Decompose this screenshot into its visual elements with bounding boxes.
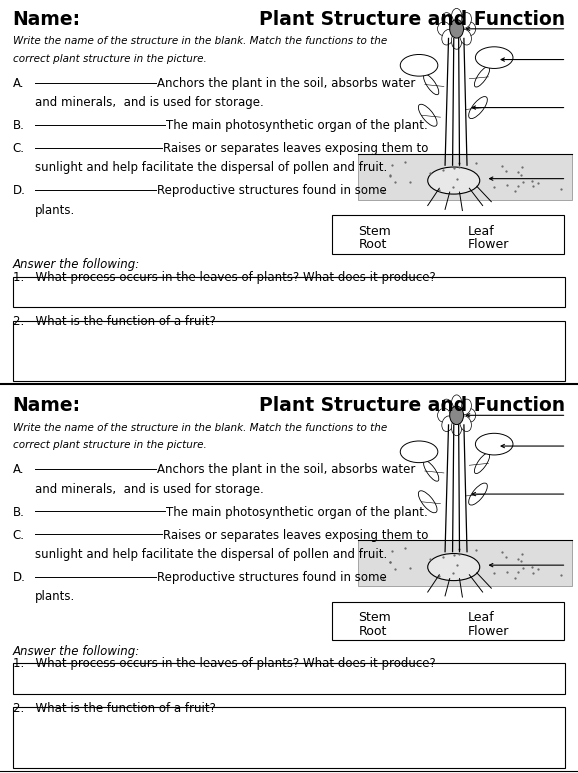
- Text: Stem: Stem: [358, 611, 391, 625]
- Text: correct plant structure in the picture.: correct plant structure in the picture.: [13, 54, 206, 64]
- Text: Write the name of the structure in the blank. Match the functions to the: Write the name of the structure in the b…: [13, 36, 387, 46]
- Text: 2.   What is the function of a fruit?: 2. What is the function of a fruit?: [13, 315, 216, 328]
- Text: Anchors the plant in the soil, absorbs water: Anchors the plant in the soil, absorbs w…: [157, 463, 416, 476]
- Text: Root: Root: [358, 625, 387, 638]
- Text: Flower: Flower: [468, 625, 510, 638]
- Text: Raises or separates leaves exposing them to: Raises or separates leaves exposing them…: [163, 529, 428, 542]
- Text: C.: C.: [13, 529, 25, 542]
- Text: A.: A.: [13, 463, 24, 476]
- Text: B.: B.: [13, 119, 25, 132]
- Text: plants.: plants.: [35, 590, 75, 603]
- Text: Plant Structure and Function: Plant Structure and Function: [259, 9, 565, 29]
- Text: The main photosynthetic organ of the plant.: The main photosynthetic organ of the pla…: [166, 119, 428, 132]
- Text: Anchors the plant in the soil, absorbs water: Anchors the plant in the soil, absorbs w…: [157, 77, 416, 90]
- Text: Name:: Name:: [13, 9, 81, 29]
- Text: correct plant structure in the picture.: correct plant structure in the picture.: [13, 441, 206, 451]
- Text: Leaf: Leaf: [468, 611, 495, 625]
- Text: sunlight and help facilitate the dispersal of pollen and fruit.: sunlight and help facilitate the dispers…: [35, 162, 387, 175]
- Text: 1.   What process occurs in the leaves of plants? What does it produce?: 1. What process occurs in the leaves of …: [13, 271, 435, 284]
- Text: D.: D.: [13, 571, 25, 584]
- Text: Answer the following:: Answer the following:: [13, 645, 140, 658]
- Text: Raises or separates leaves exposing them to: Raises or separates leaves exposing them…: [163, 142, 428, 155]
- Text: B.: B.: [13, 506, 25, 519]
- Text: Stem: Stem: [358, 225, 391, 238]
- Text: Answer the following:: Answer the following:: [13, 258, 140, 271]
- Text: Write the name of the structure in the blank. Match the functions to the: Write the name of the structure in the b…: [13, 423, 387, 433]
- Text: C.: C.: [13, 142, 25, 155]
- Text: Name:: Name:: [13, 396, 81, 415]
- Text: sunlight and help facilitate the dispersal of pollen and fruit.: sunlight and help facilitate the dispers…: [35, 548, 387, 561]
- Text: The main photosynthetic organ of the plant.: The main photosynthetic organ of the pla…: [166, 506, 428, 519]
- Text: Plant Structure and Function: Plant Structure and Function: [259, 396, 565, 415]
- Text: Reproductive structures found in some: Reproductive structures found in some: [157, 185, 387, 197]
- Text: plants.: plants.: [35, 203, 75, 216]
- Text: Leaf: Leaf: [468, 225, 495, 238]
- Text: and minerals,  and is used for storage.: and minerals, and is used for storage.: [35, 482, 264, 495]
- Text: 1.   What process occurs in the leaves of plants? What does it produce?: 1. What process occurs in the leaves of …: [13, 657, 435, 670]
- Text: and minerals,  and is used for storage.: and minerals, and is used for storage.: [35, 96, 264, 109]
- Text: 2.   What is the function of a fruit?: 2. What is the function of a fruit?: [13, 702, 216, 714]
- Text: D.: D.: [13, 185, 25, 197]
- Text: Root: Root: [358, 238, 387, 251]
- Text: A.: A.: [13, 77, 24, 90]
- Text: Flower: Flower: [468, 238, 510, 251]
- Text: Reproductive structures found in some: Reproductive structures found in some: [157, 571, 387, 584]
